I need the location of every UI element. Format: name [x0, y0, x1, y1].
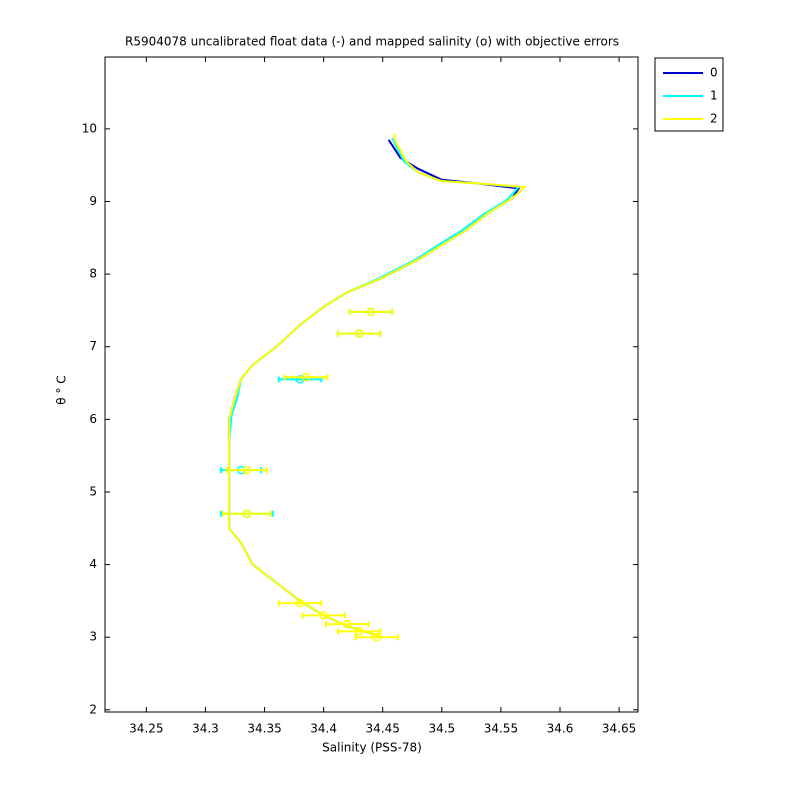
x-tick-label: 34.45: [366, 722, 400, 736]
mapped-point: [295, 598, 305, 608]
error-bar: [336, 330, 382, 337]
error-bar: [325, 621, 370, 628]
x-tick-label: 34.6: [547, 722, 574, 736]
mapped-point: [372, 632, 382, 642]
y-tick-label: 6: [89, 412, 97, 426]
x-tick-label: 34.4: [310, 722, 337, 736]
y-axis-label: θ ° C: [55, 375, 69, 404]
mapped-point: [354, 329, 364, 338]
x-tick-label: 34.3: [192, 722, 219, 736]
y-tick-label: 9: [89, 194, 97, 208]
y-tick-label: 2: [89, 702, 97, 716]
chart-title: R5904078 uncalibrated float data (-) and…: [125, 35, 619, 49]
mapped-point: [301, 372, 311, 382]
y-tick-label: 4: [89, 557, 97, 571]
mapped-point: [319, 611, 328, 620]
error-bar: [336, 628, 382, 635]
y-tick-label: 7: [89, 339, 97, 353]
y-tick-label: 10: [82, 121, 97, 135]
error-bar: [225, 467, 268, 474]
x-tick-label: 34.25: [129, 722, 163, 736]
legend-label: 0: [710, 66, 718, 80]
error-bar: [222, 510, 272, 517]
x-tick-label: 34.55: [484, 722, 518, 736]
x-tick-label: 34.65: [602, 722, 636, 736]
mapped-point: [242, 465, 252, 475]
y-tick-label: 5: [89, 484, 97, 498]
mapped-point: [366, 307, 376, 317]
mapped-point: [242, 509, 252, 519]
series-line: [228, 133, 527, 639]
error-bar: [354, 634, 400, 641]
x-tick-label: 34.5: [428, 722, 455, 736]
y-tick-label: 3: [89, 630, 97, 644]
legend-label: 1: [710, 89, 718, 103]
mapped-point: [343, 619, 352, 629]
x-tick-label: 34.35: [247, 722, 281, 736]
error-bar: [277, 600, 323, 607]
error-bar: [283, 374, 329, 381]
error-bar: [301, 612, 346, 619]
error-bar: [348, 308, 394, 315]
mapped-point: [354, 627, 364, 636]
plot-area: [104, 56, 639, 713]
x-axis-label: Salinity (PSS-78): [322, 741, 422, 755]
y-tick-label: 8: [89, 267, 97, 281]
legend-label: 2: [710, 112, 718, 126]
